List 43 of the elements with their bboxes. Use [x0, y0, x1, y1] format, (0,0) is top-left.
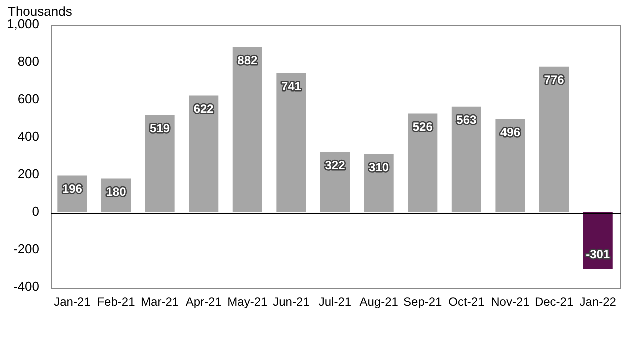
- x-tick-label: Jan-21: [54, 295, 92, 310]
- x-tick-label: May-21: [228, 295, 268, 310]
- data-label: 563: [456, 113, 478, 128]
- data-label: 496: [500, 126, 521, 140]
- bar: [276, 73, 306, 213]
- data-label: -301: [586, 247, 610, 262]
- data-label: 322: [325, 158, 346, 172]
- data-label: 519: [150, 121, 170, 136]
- x-tick-label: Dec-21: [534, 295, 574, 310]
- x-tick-label: Jan-22: [580, 295, 617, 310]
- x-tick-label: Jun-21: [273, 295, 310, 310]
- x-tick-label: Oct-21: [448, 295, 486, 310]
- x-tick-label: Sep-21: [404, 295, 443, 310]
- bar: [232, 46, 262, 213]
- bar: [496, 119, 526, 213]
- x-tick-label: Apr-21: [186, 295, 222, 310]
- y-tick-label: 800: [18, 54, 40, 69]
- bar: [189, 96, 219, 213]
- bar: [452, 106, 482, 213]
- y-tick-label: 1,000: [6, 16, 40, 32]
- bar: [540, 66, 570, 213]
- data-label: 526: [412, 120, 434, 134]
- y-tick-label: 400: [18, 129, 40, 144]
- x-tick-label: Aug-21: [360, 295, 399, 310]
- data-label: 196: [62, 182, 83, 196]
- x-tick-label: Jul-21: [318, 295, 352, 310]
- data-label: 882: [238, 53, 258, 68]
- data-label: 741: [281, 80, 302, 94]
- x-tick-label: Mar-21: [141, 295, 180, 310]
- data-label: 180: [106, 185, 127, 200]
- y-axis-title: Thousands: [8, 4, 72, 19]
- data-label: 310: [369, 160, 390, 175]
- y-tick-label: -200: [14, 242, 40, 257]
- y-tick-label: 600: [18, 91, 40, 106]
- y-tick-label: 200: [18, 166, 40, 182]
- x-tick-label: Nov-21: [491, 295, 530, 310]
- y-tick-label: -400: [14, 279, 40, 294]
- bar: [145, 115, 175, 213]
- y-tick-label: 0: [32, 204, 40, 220]
- x-tick-label: Feb-21: [97, 295, 136, 310]
- bar: [408, 114, 438, 213]
- data-label: 776: [544, 73, 565, 88]
- data-label: 622: [194, 102, 214, 116]
